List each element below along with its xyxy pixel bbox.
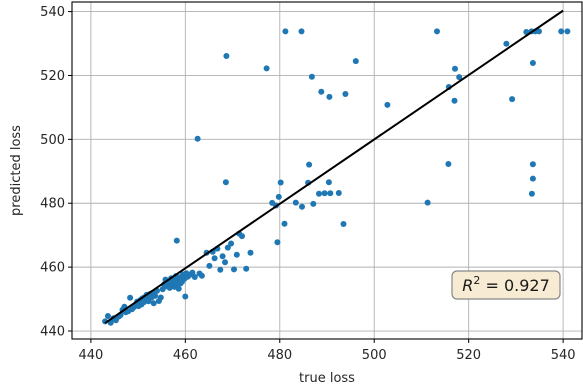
data-point xyxy=(150,300,157,307)
data-point xyxy=(310,200,317,207)
data-point xyxy=(224,244,231,251)
data-point xyxy=(445,161,452,167)
data-point xyxy=(198,272,205,279)
y-tick-label: 520 xyxy=(40,69,65,84)
data-point xyxy=(335,190,342,196)
r-squared-text: R2 = 0.927 xyxy=(462,274,550,295)
plot-frame xyxy=(71,1,583,340)
data-point xyxy=(191,274,198,280)
data-point xyxy=(509,96,516,103)
data-point xyxy=(157,294,164,301)
data-point xyxy=(233,251,240,258)
data-point xyxy=(325,179,332,186)
x-tick-label: 460 xyxy=(173,348,198,363)
data-point xyxy=(275,193,282,200)
data-point xyxy=(281,220,288,227)
y-axis-ticks: 440 460 480 500 520 540 xyxy=(40,5,72,340)
data-point xyxy=(503,40,510,47)
data-point xyxy=(564,28,571,35)
data-point xyxy=(318,88,325,95)
data-point xyxy=(222,259,228,266)
data-point xyxy=(326,93,333,100)
r-squared-annotation: R2 = 0.927 xyxy=(451,270,561,300)
data-point xyxy=(247,249,254,256)
data-point xyxy=(222,179,229,186)
data-point xyxy=(282,28,289,35)
data-point xyxy=(316,190,322,197)
data-point xyxy=(127,294,134,301)
y-axis-label: predicted loss xyxy=(9,125,24,216)
data-point xyxy=(228,240,235,247)
data-point xyxy=(159,286,166,293)
y-tick-label: 460 xyxy=(40,261,65,276)
data-point xyxy=(451,97,458,104)
data-point xyxy=(219,253,226,260)
data-point xyxy=(528,190,535,197)
data-point xyxy=(298,28,305,35)
data-point xyxy=(274,239,281,246)
data-point xyxy=(175,285,182,292)
data-point xyxy=(243,265,250,272)
x-axis-label: true loss xyxy=(299,371,355,386)
data-point xyxy=(452,65,458,72)
data-point xyxy=(424,199,431,206)
data-point xyxy=(340,221,347,227)
data-point xyxy=(342,91,349,97)
data-point xyxy=(434,28,440,35)
data-point xyxy=(299,203,305,210)
data-point xyxy=(263,65,270,72)
data-point xyxy=(529,60,536,66)
data-point xyxy=(529,161,536,168)
data-point xyxy=(456,74,463,81)
x-tick-label: 440 xyxy=(78,348,103,363)
x-tick-label: 480 xyxy=(267,348,292,363)
data-point xyxy=(239,233,245,240)
data-point xyxy=(529,175,536,182)
data-point xyxy=(327,190,334,197)
fit-line xyxy=(104,9,564,324)
data-point xyxy=(277,179,284,186)
data-point xyxy=(308,73,315,80)
data-point xyxy=(352,58,359,65)
grid xyxy=(72,2,582,339)
data-point xyxy=(231,266,237,273)
data-point xyxy=(104,313,111,319)
r-squared-value: 0.927 xyxy=(504,276,550,295)
data-point xyxy=(194,135,201,142)
data-point xyxy=(173,237,180,244)
data-point xyxy=(211,255,218,262)
data-point xyxy=(536,28,542,35)
data-point xyxy=(206,262,213,269)
y-tick-label: 480 xyxy=(40,197,65,212)
data-point xyxy=(152,292,159,299)
data-point xyxy=(217,266,224,273)
annotation-box xyxy=(451,270,561,300)
x-tick-label: 500 xyxy=(362,348,387,363)
data-point xyxy=(182,293,189,300)
data-point xyxy=(321,190,328,197)
data-point xyxy=(223,53,230,59)
y-tick-label: 540 xyxy=(40,5,65,20)
data-point xyxy=(384,101,391,108)
data-point xyxy=(558,28,565,35)
x-tick-label: 520 xyxy=(456,348,481,363)
x-axis-ticks: 440 460 480 500 520 540 xyxy=(78,339,576,363)
data-point xyxy=(189,269,196,276)
data-point xyxy=(292,199,299,206)
y-tick-label: 440 xyxy=(40,325,65,340)
data-point xyxy=(306,161,313,168)
y-tick-label: 500 xyxy=(40,133,65,148)
x-tick-label: 540 xyxy=(551,348,576,363)
